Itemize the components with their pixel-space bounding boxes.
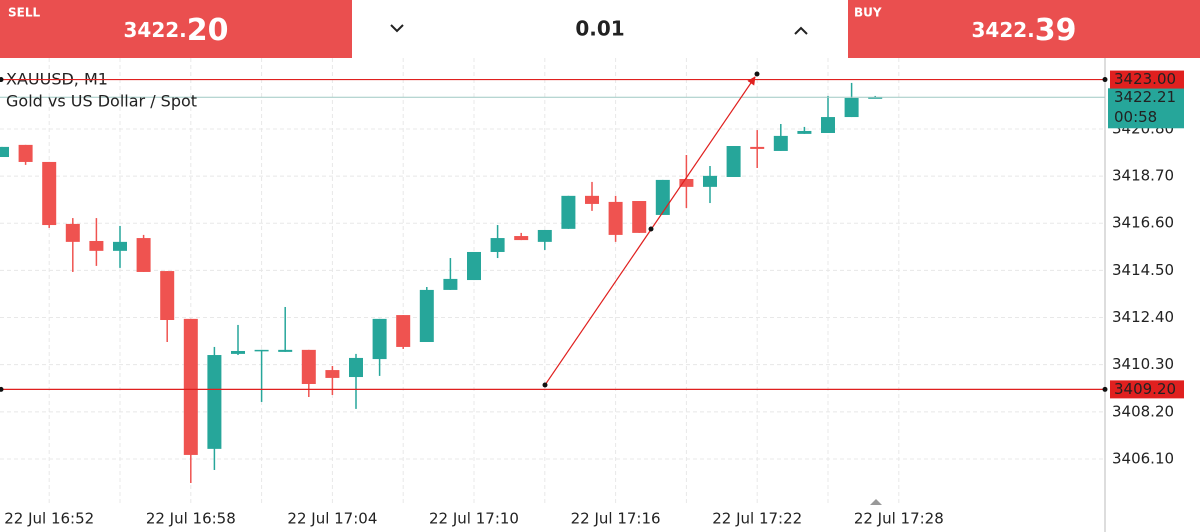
sell-price-integer: 3422. <box>123 18 186 42</box>
x-tick-label: 22 Jul 17:22 <box>712 510 802 528</box>
buy-price: 3422.39 <box>971 13 1076 48</box>
candle-body <box>372 318 387 360</box>
candle-body <box>136 238 151 272</box>
volume-panel <box>352 0 848 58</box>
candle-body <box>207 355 222 449</box>
candle-body <box>655 179 670 215</box>
candle-body <box>419 289 434 343</box>
candle-body <box>254 349 269 352</box>
candle-body <box>561 195 576 229</box>
candle-body <box>231 350 245 354</box>
candle-body <box>608 201 623 235</box>
sell-button[interactable] <box>0 0 352 58</box>
price-line-label: 3409.20 <box>1114 380 1176 398</box>
y-tick-label: 3418.70 <box>1112 167 1174 185</box>
candle-body <box>183 318 198 455</box>
price-line-anchor <box>0 77 4 83</box>
price-line-anchor <box>1102 386 1108 392</box>
x-tick-label: 22 Jul 17:28 <box>854 510 944 528</box>
candle-body <box>632 201 647 233</box>
trend-anchor <box>754 71 760 77</box>
candle-body <box>396 315 411 347</box>
chart-subtitle: Gold vs US Dollar / Spot <box>6 92 197 111</box>
price-line-box <box>1110 380 1184 399</box>
y-tick-label: 3412.40 <box>1112 308 1174 326</box>
countdown: 00:58 <box>1114 108 1157 126</box>
candle-body <box>113 241 127 251</box>
buy-price-fraction: 39 <box>1035 13 1077 48</box>
x-tick-label: 22 Jul 16:58 <box>146 510 236 528</box>
candle-body <box>18 144 33 162</box>
y-tick-label: 3406.10 <box>1112 449 1174 467</box>
volume-decrease[interactable] <box>390 24 404 33</box>
buy-price-integer: 3422. <box>971 18 1034 42</box>
candle-body <box>797 130 812 134</box>
candle-body <box>490 238 505 252</box>
candle-body <box>278 349 293 352</box>
volume-increase[interactable] <box>794 26 808 35</box>
y-tick-label: 3414.50 <box>1112 261 1174 279</box>
y-tick-label: 3410.30 <box>1112 355 1174 373</box>
sell-price: 3422.20 <box>123 13 228 48</box>
x-tick-label: 22 Jul 17:04 <box>287 510 377 528</box>
candle-body <box>821 117 835 133</box>
current-bar-marker <box>870 499 882 505</box>
candle-body <box>65 223 80 242</box>
candle-body <box>773 135 788 151</box>
y-tick-label: 3408.20 <box>1112 402 1174 420</box>
price-line-anchor <box>0 386 4 392</box>
sell-label: SELL <box>8 6 40 20</box>
price-line-label: 3423.00 <box>1114 70 1176 88</box>
candle-body <box>301 349 316 384</box>
candle-body <box>868 97 883 99</box>
sell-price-fraction: 20 <box>187 13 229 48</box>
candle-body <box>750 146 765 149</box>
candle-body <box>89 240 104 251</box>
price-line-box <box>1110 70 1184 89</box>
x-tick-label: 22 Jul 17:16 <box>571 510 661 528</box>
candle-body <box>844 97 859 118</box>
buy-label: BUY <box>854 6 882 20</box>
candle-body <box>42 161 57 226</box>
candle-body <box>537 229 552 242</box>
plot-area: 3406.10 3408.20 3410.30 3412.40 3414.50 3416.… <box>0 58 1174 532</box>
candle-body <box>703 175 717 187</box>
x-tick-label: 22 Jul 17:10 <box>429 510 519 528</box>
y-tick-label: 3416.60 <box>1112 214 1174 232</box>
candle-body <box>467 251 481 281</box>
trend-anchor <box>648 226 654 232</box>
volume[interactable]: 0.01 <box>575 17 624 41</box>
current-price-label: 3422.21 <box>1114 88 1176 106</box>
candle-body <box>514 236 529 241</box>
candle-body <box>0 146 9 158</box>
candle-body <box>325 370 340 378</box>
trend-anchor <box>542 382 548 388</box>
candle-body <box>349 357 363 378</box>
candle-body <box>726 146 741 177</box>
x-tick-label: 22 Jul 16:52 <box>4 510 94 528</box>
price-line-anchor <box>1102 77 1108 83</box>
buy-button[interactable] <box>848 0 1200 58</box>
current-price-box <box>1108 88 1184 129</box>
candle-body <box>585 195 599 204</box>
candle-body <box>443 278 458 290</box>
candle-body <box>679 179 694 187</box>
candle-body <box>160 271 175 321</box>
